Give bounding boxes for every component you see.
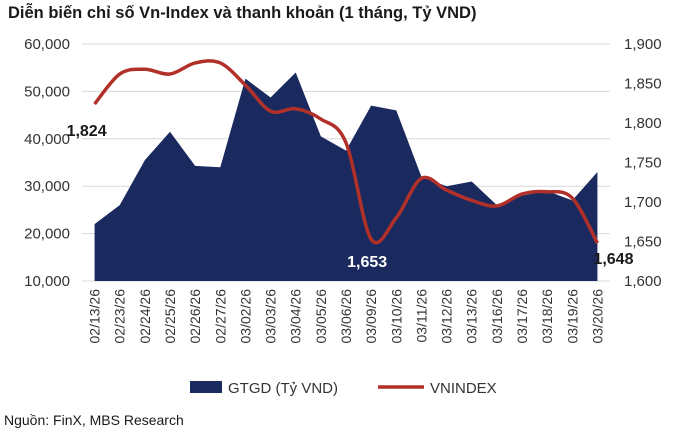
x-tick-label: 03/03/26 bbox=[263, 289, 279, 344]
x-tick-label: 03/05/26 bbox=[313, 289, 329, 344]
source-note: Nguồn: FinX, MBS Research bbox=[4, 412, 184, 428]
x-tick-label: 02/24/26 bbox=[137, 289, 153, 344]
chart-title: Diễn biến chỉ số Vn-Index và thanh khoản… bbox=[8, 4, 477, 22]
y-left-tick-label: 40,000 bbox=[24, 131, 70, 148]
data-labels: 1,824 1,653 1,648 bbox=[67, 123, 634, 271]
y-right-tick-label: 1,800 bbox=[624, 115, 662, 132]
y-left-tick-label: 10,000 bbox=[24, 273, 70, 290]
y-right-tick-label: 1,850 bbox=[624, 76, 662, 93]
x-tick-label: 03/12/26 bbox=[439, 289, 455, 344]
x-tick-label: 03/06/26 bbox=[338, 289, 354, 344]
x-tick-label: 02/26/26 bbox=[187, 289, 203, 344]
y-right-tick-label: 1,900 bbox=[624, 36, 662, 53]
x-tick-label: 02/13/26 bbox=[87, 289, 103, 344]
x-tick-label: 03/04/26 bbox=[288, 289, 304, 344]
x-tick-label: 03/16/26 bbox=[489, 289, 505, 344]
gtgd-area-series bbox=[94, 72, 598, 281]
x-tick-label: 03/09/26 bbox=[363, 289, 379, 344]
legend-label-gtgd: GTGD (Tỷ VND) bbox=[228, 380, 338, 397]
legend: GTGD (Tỷ VND) VNINDEX bbox=[190, 380, 497, 397]
data-label: 1,824 bbox=[67, 123, 107, 140]
x-tick-label: 03/17/26 bbox=[514, 289, 530, 344]
data-label: 1,653 bbox=[347, 254, 387, 271]
x-tick-label: 03/02/26 bbox=[237, 289, 253, 344]
y-right-tick-label: 1,750 bbox=[624, 155, 662, 172]
x-tick-label: 02/25/26 bbox=[162, 289, 178, 344]
y-axis-left-ticks: 10,000 20,000 30,000 40,000 50,000 60,000 bbox=[24, 36, 70, 290]
x-tick-label: 02/23/26 bbox=[112, 289, 128, 344]
x-tick-label: 03/13/26 bbox=[464, 289, 480, 344]
y-left-tick-label: 30,000 bbox=[24, 178, 70, 195]
x-tick-label: 03/18/26 bbox=[539, 289, 555, 344]
legend-label-vnindex: VNINDEX bbox=[430, 380, 497, 397]
vnindex-line bbox=[93, 59, 599, 245]
y-left-tick-label: 20,000 bbox=[24, 226, 70, 243]
x-tick-label: 03/10/26 bbox=[388, 289, 404, 344]
data-label: 1,648 bbox=[593, 251, 633, 268]
vnindex-line-series bbox=[93, 59, 599, 245]
y-axis-right-ticks: 1,600 1,650 1,700 1,750 1,800 1,850 1,900 bbox=[624, 36, 662, 290]
gtgd-area bbox=[94, 72, 598, 281]
x-tick-label: 03/19/26 bbox=[564, 289, 580, 344]
x-axis-ticks: 02/13/26 02/23/26 02/24/26 02/25/26 02/26/26… bbox=[87, 289, 606, 344]
y-right-tick-label: 1,700 bbox=[624, 194, 662, 211]
x-tick-label: 03/20/26 bbox=[589, 289, 605, 344]
y-left-tick-label: 60,000 bbox=[24, 36, 70, 53]
x-tick-label: 02/27/26 bbox=[212, 289, 228, 344]
y-left-tick-label: 50,000 bbox=[24, 83, 70, 100]
y-right-tick-label: 1,650 bbox=[624, 234, 662, 251]
y-right-tick-label: 1,600 bbox=[624, 273, 662, 290]
x-tick-label: 03/11/26 bbox=[413, 289, 429, 343]
legend-swatch-gtgd bbox=[190, 381, 222, 393]
